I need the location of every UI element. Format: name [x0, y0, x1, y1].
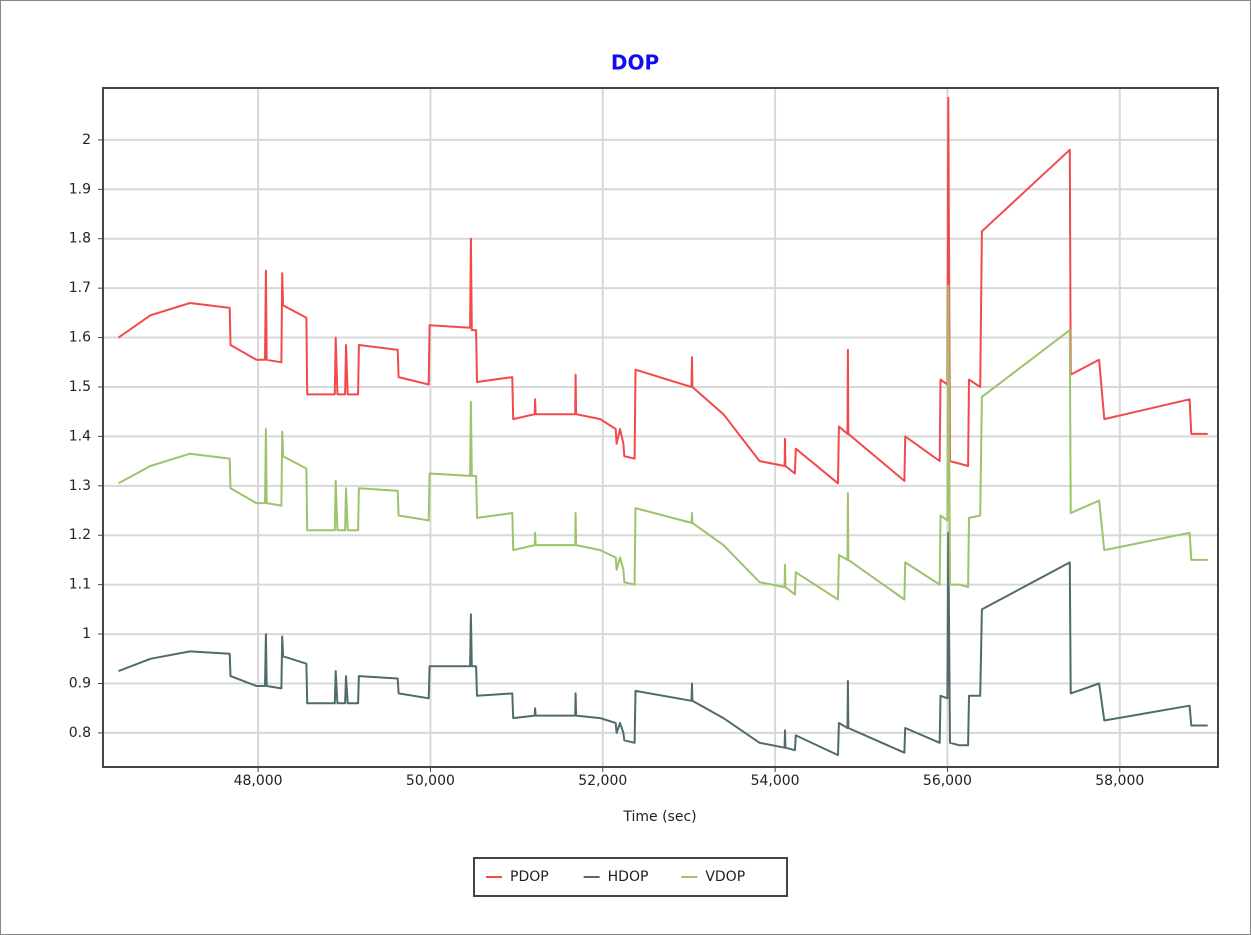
y-tick-label: 1.9: [69, 181, 91, 197]
y-tick-label: 1.8: [69, 231, 91, 247]
x-tick-label: 52,000: [578, 773, 627, 789]
legend-label: PDOP: [510, 869, 549, 885]
plot-frame: [102, 87, 1219, 768]
series-line: [118, 284, 1208, 601]
y-tick-label: 1: [82, 626, 91, 642]
series-line: [118, 531, 1208, 757]
y-tick-label: 0.9: [69, 675, 91, 691]
y-tick-label: 2: [82, 132, 91, 148]
x-tick-label: 58,000: [1095, 773, 1144, 789]
x-axis-label: Time (sec): [622, 809, 696, 825]
series-line: [117, 96, 1208, 485]
legend-box: [473, 857, 788, 897]
y-tick-label: 1.6: [69, 330, 91, 346]
x-tick-label: 48,000: [234, 773, 283, 789]
y-tick-label: 1.2: [69, 527, 91, 543]
x-tick-label: 50,000: [406, 773, 455, 789]
x-tick-label: 56,000: [923, 773, 972, 789]
y-tick-label: 1.3: [69, 478, 91, 494]
chart-title: DOP: [611, 51, 659, 75]
x-tick-label: 54,000: [751, 773, 800, 789]
y-tick-label: 0.8: [69, 725, 91, 741]
plot-lines: [117, 96, 1208, 757]
y-tick-label: 1.5: [69, 379, 91, 395]
y-tick-label: 1.4: [69, 428, 91, 444]
legend-label: VDOP: [705, 869, 745, 885]
y-tick-label: 1.1: [69, 577, 91, 593]
y-tick-label: 1.7: [69, 280, 91, 296]
legend-label: HDOP: [608, 869, 649, 885]
